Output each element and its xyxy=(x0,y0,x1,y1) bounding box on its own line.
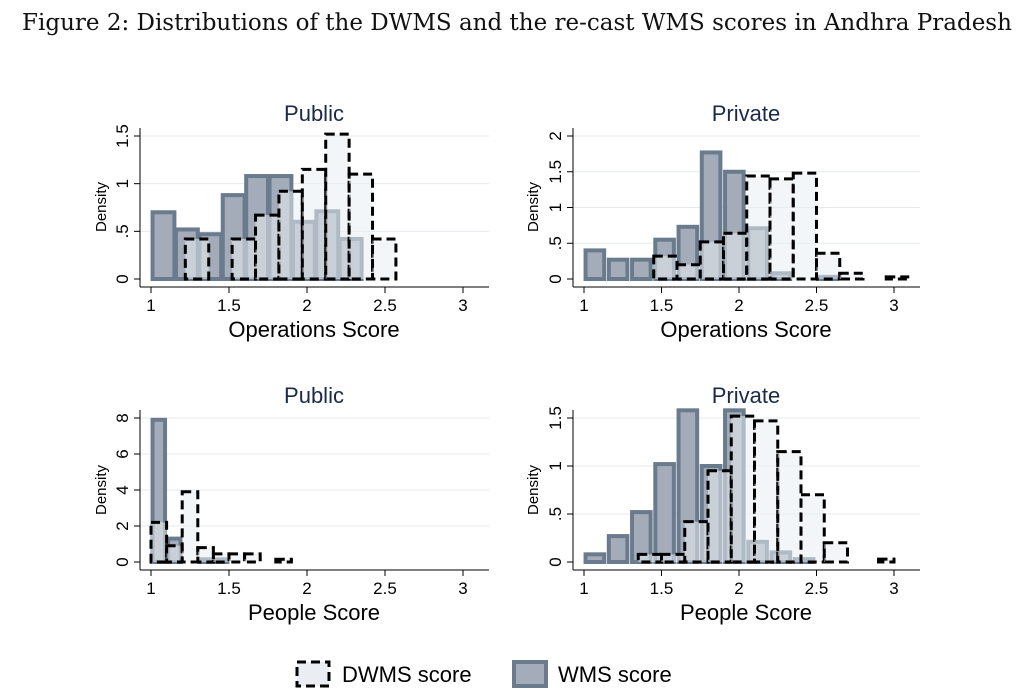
x-tick-label: 1 xyxy=(146,296,155,315)
dwms-bar xyxy=(183,237,211,281)
x-tick-label: 1 xyxy=(579,579,588,598)
dwms-bar xyxy=(652,254,679,281)
x-tick-label: 3 xyxy=(458,579,467,598)
x-tick-label: 2 xyxy=(302,296,311,315)
wms-bar xyxy=(583,248,607,281)
x-tick-label: 2.5 xyxy=(373,579,397,598)
dwms-bar xyxy=(675,263,702,281)
dwms-bar xyxy=(243,552,262,564)
x-tick-label: 3 xyxy=(458,296,467,315)
y-tick-label: 1.5 xyxy=(546,160,565,184)
dwms-bar xyxy=(180,490,200,564)
dwms-bar xyxy=(636,552,663,564)
x-axis-label: People Score xyxy=(680,600,812,625)
wms-bar xyxy=(150,210,177,281)
y-tick-label: 1.5 xyxy=(113,124,132,148)
x-tick-label: 1 xyxy=(579,296,588,315)
dwms-bar xyxy=(149,520,169,564)
x-tick-label: 1.5 xyxy=(650,579,674,598)
dwms-bar xyxy=(277,189,304,281)
wms-bar xyxy=(606,257,630,282)
dwms-bar xyxy=(753,419,780,564)
x-tick-label: 2.5 xyxy=(373,296,397,315)
dwms-bar xyxy=(660,552,687,564)
y-tick-label: 4 xyxy=(113,485,132,494)
y-tick-label: .5 xyxy=(546,507,565,521)
panel-title: Private xyxy=(712,383,780,408)
y-axis-label: Density xyxy=(93,464,110,515)
dwms-bar xyxy=(877,557,896,564)
dwms-bar xyxy=(884,275,911,281)
y-tick-label: 0 xyxy=(113,557,132,566)
x-axis-label: Operations Score xyxy=(228,317,399,342)
dwms-bar xyxy=(371,237,398,281)
dwms-bar xyxy=(776,450,803,564)
figure-title: Figure 2: Distributions of the DWMS and … xyxy=(22,10,1012,36)
x-tick-label: 1.5 xyxy=(217,296,241,315)
y-tick-label: .5 xyxy=(546,236,565,250)
dwms-bar xyxy=(227,552,247,564)
y-tick-label: 0 xyxy=(546,274,565,283)
x-tick-label: 1.5 xyxy=(650,296,674,315)
panel-title: Public xyxy=(284,101,344,126)
dwms-bar xyxy=(324,132,351,281)
dwms-bar xyxy=(165,544,184,564)
y-axis-label: Density xyxy=(93,181,110,232)
wms-bar xyxy=(630,257,653,282)
dwms-bar xyxy=(211,552,231,564)
y-tick-label: 1.5 xyxy=(546,406,565,430)
x-tick-label: 2 xyxy=(734,296,743,315)
x-tick-label: 2.5 xyxy=(805,296,829,315)
y-tick-label: 8 xyxy=(113,413,132,422)
legend-swatch-dwms xyxy=(295,660,331,688)
legend-label: DWMS score xyxy=(342,662,472,687)
y-tick-label: 2 xyxy=(546,131,565,140)
x-axis-label: People Score xyxy=(248,600,380,625)
x-tick-label: 3 xyxy=(889,579,898,598)
panel-title: Public xyxy=(284,383,344,408)
wms-bar xyxy=(583,552,607,565)
dwms-bar xyxy=(729,414,756,564)
x-tick-label: 2 xyxy=(302,579,311,598)
x-tick-label: 2 xyxy=(734,579,743,598)
dwms-bar xyxy=(745,174,772,281)
legend-label: WMS score xyxy=(558,662,672,687)
dwms-bar xyxy=(822,541,849,564)
dwms-bar xyxy=(254,213,281,281)
x-tick-label: 1 xyxy=(146,579,155,598)
dwms-bar xyxy=(706,469,733,564)
y-tick-label: 1 xyxy=(113,179,132,188)
dwms-bar xyxy=(815,251,842,281)
y-tick-label: 0 xyxy=(113,274,132,283)
y-tick-label: 0 xyxy=(546,557,565,566)
dwms-bar xyxy=(683,520,710,564)
wms-bar xyxy=(606,534,630,565)
dwms-bar xyxy=(196,546,215,564)
y-tick-label: 2 xyxy=(113,521,132,530)
y-tick-label: .5 xyxy=(113,224,132,238)
y-tick-label: 1 xyxy=(546,461,565,470)
y-tick-label: 1 xyxy=(546,203,565,212)
dwms-bar xyxy=(768,177,795,281)
dwms-bar xyxy=(838,271,865,281)
dwms-bar xyxy=(347,172,375,281)
dwms-bar xyxy=(230,237,258,281)
dwms-bar xyxy=(799,493,826,564)
panel-title: Private xyxy=(712,101,780,126)
dwms-bar xyxy=(722,231,749,281)
dwms-bar xyxy=(300,167,328,281)
x-tick-label: 1.5 xyxy=(217,579,241,598)
wms-bar xyxy=(653,462,676,564)
x-axis-label: Operations Score xyxy=(660,317,831,342)
x-tick-label: 2.5 xyxy=(805,579,829,598)
dwms-bar xyxy=(791,171,818,281)
y-axis-label: Density xyxy=(525,181,542,232)
y-tick-label: 6 xyxy=(113,449,132,458)
legend-swatch-wms xyxy=(512,660,548,688)
dwms-bar xyxy=(274,557,293,564)
x-tick-label: 3 xyxy=(889,296,898,315)
y-axis-label: Density xyxy=(525,464,542,515)
dwms-bar xyxy=(698,240,725,281)
